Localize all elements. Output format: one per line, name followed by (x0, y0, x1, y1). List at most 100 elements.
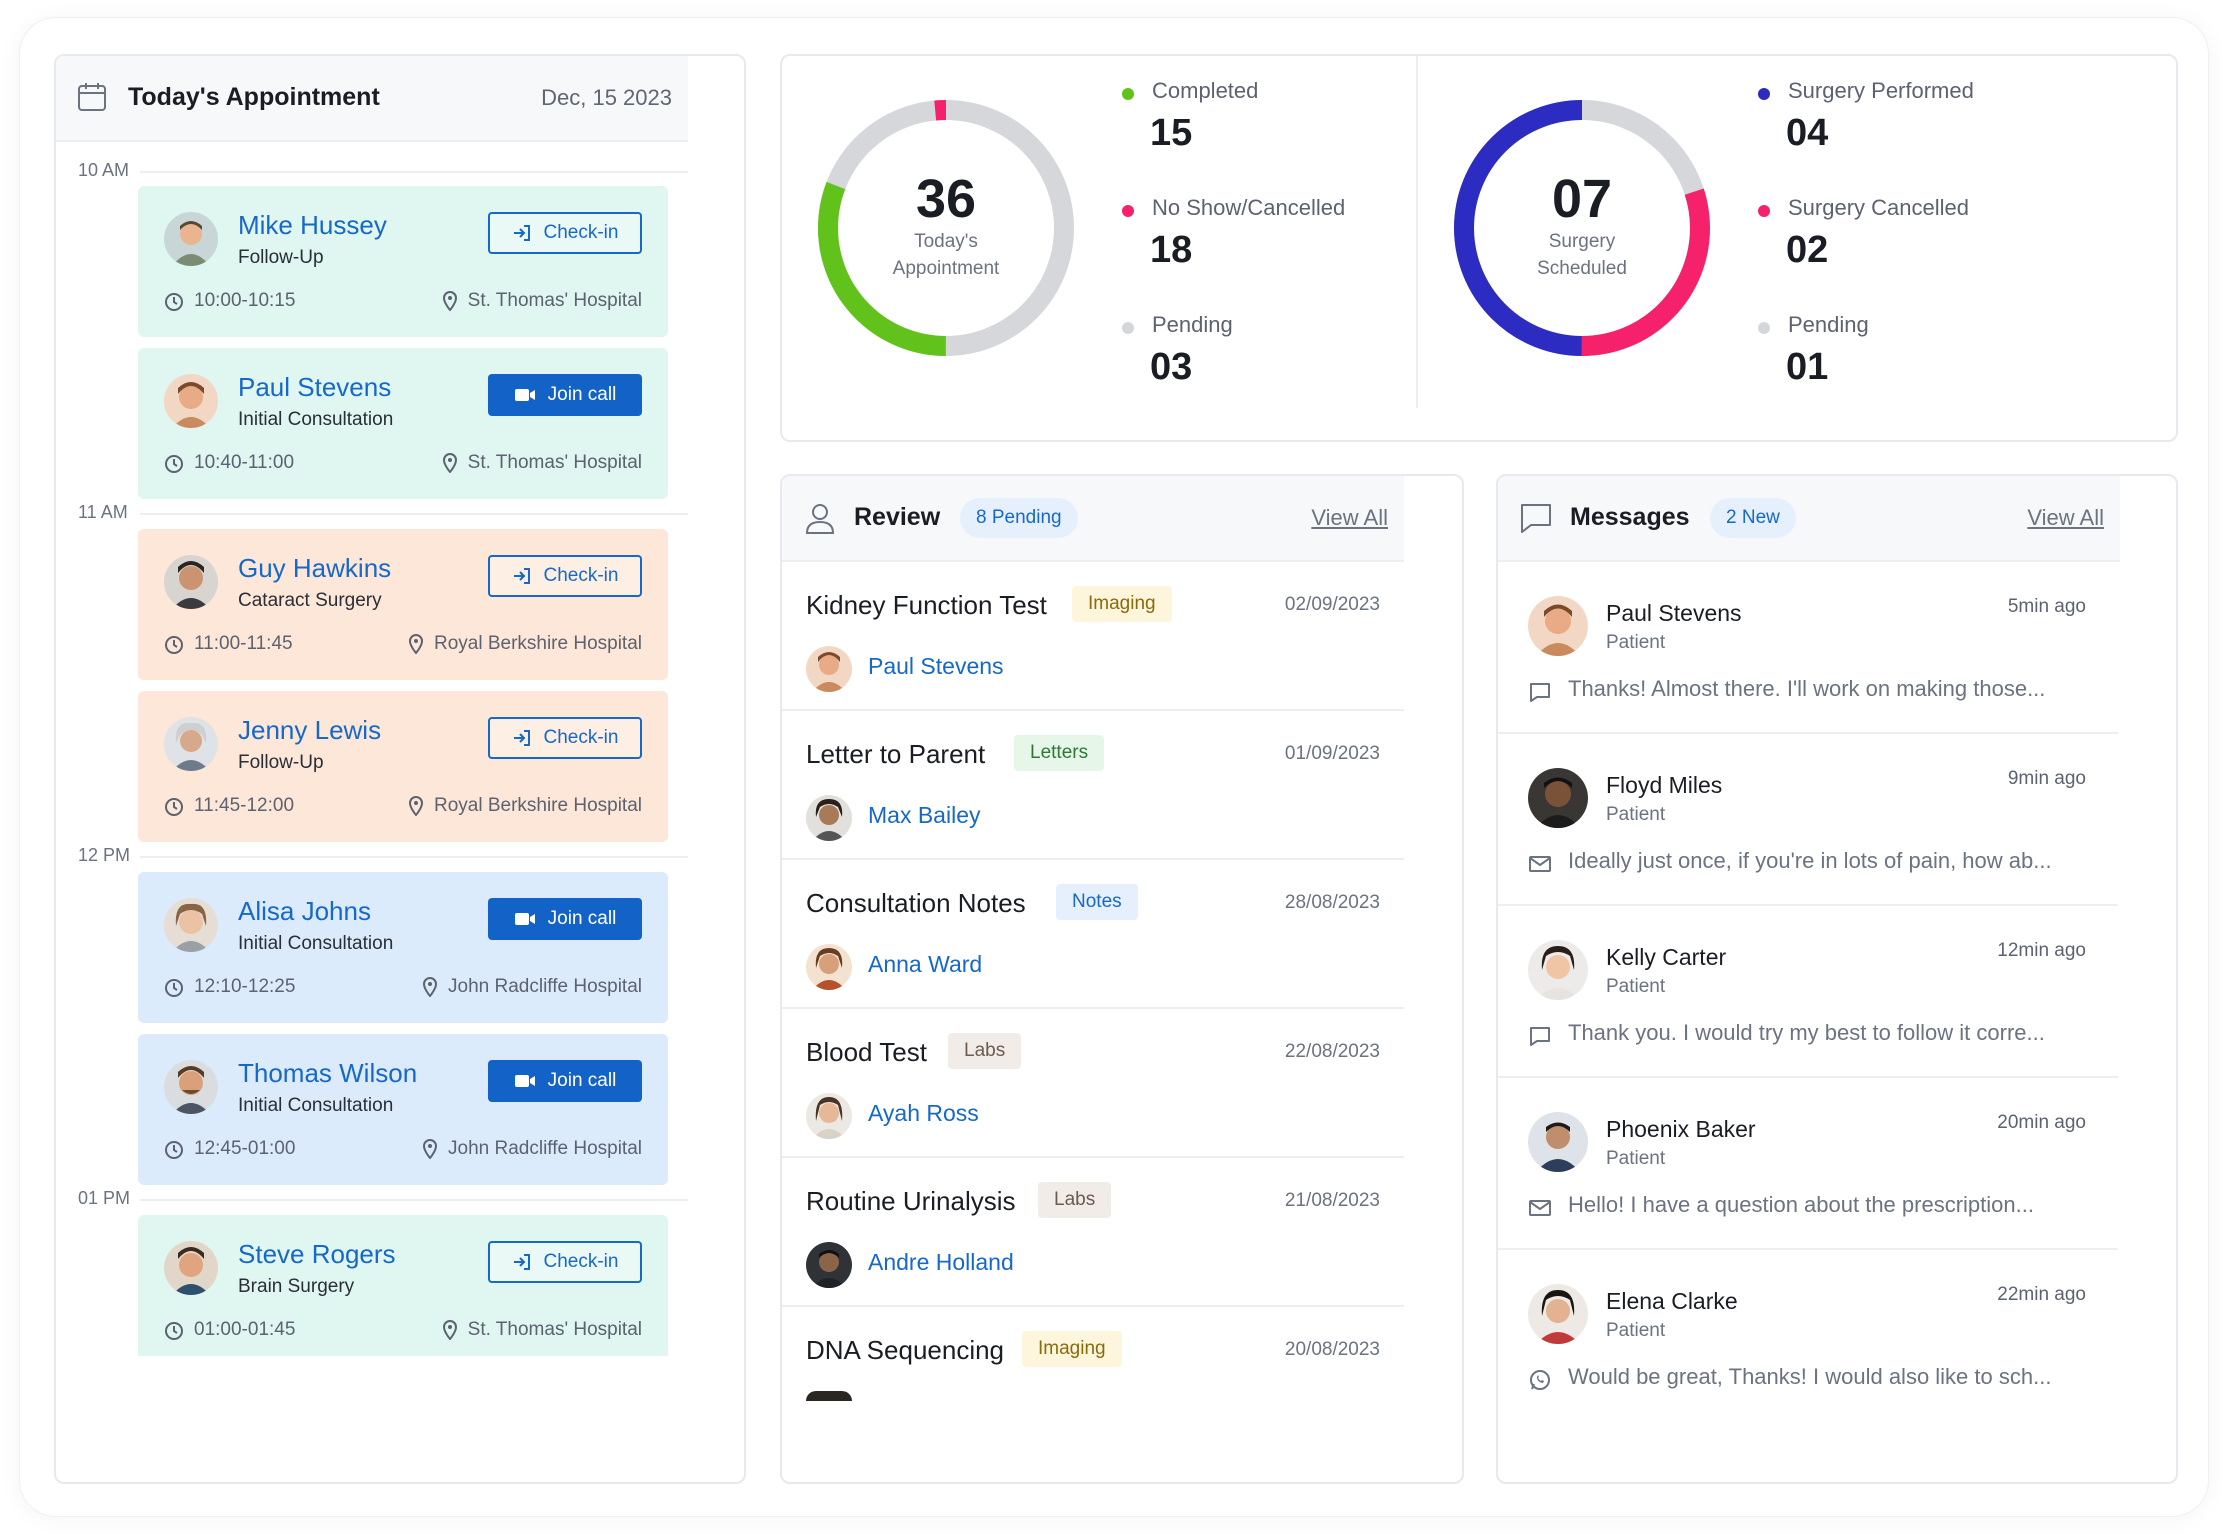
patient-name[interactable]: Guy Hawkins (238, 553, 392, 583)
message-item[interactable]: Phoenix Baker Patient 20min ago Hello! I… (1498, 1078, 2118, 1250)
appointment-type: Initial Consultation (238, 933, 394, 954)
patient-name[interactable]: Steve Rogers (238, 1239, 396, 1269)
review-item[interactable]: Letter to Parent Letters 01/09/2023 Max … (782, 711, 1404, 860)
message-time: 12min ago (1997, 940, 2086, 961)
time-label: 12 PM (78, 845, 131, 865)
legend-dot (1758, 322, 1770, 334)
surgery-total-label: Surgery Scheduled (1482, 228, 1682, 282)
review-header: Review 8 Pending View All (782, 476, 1404, 562)
time-label: 10 AM (78, 160, 130, 180)
location-pin-icon (442, 1320, 457, 1340)
message-time: 22min ago (1997, 1284, 2086, 1305)
legend-dot (1122, 322, 1134, 334)
location-pin-icon (423, 1139, 438, 1159)
join-call-label: Join call (547, 1070, 617, 1091)
review-patient-link[interactable]: Ayah Ross (868, 1100, 979, 1126)
check-in-label: Check-in (543, 1251, 619, 1272)
location-label: John Radcliffe Hospital (448, 976, 642, 997)
messages-panel: Messages 2 New View All Paul Stevens Pat… (1496, 474, 2178, 1484)
legend-dot (1758, 88, 1770, 100)
patient-name[interactable]: Paul Stevens (238, 372, 392, 402)
label-line: Surgery (1548, 231, 1616, 252)
avatar (806, 1242, 852, 1288)
review-date: 02/09/2023 (1284, 594, 1380, 615)
appointments-header: Today's Appointment Dec, 15 2023 (56, 56, 688, 142)
stats-panel: 36 Today's Appointment Completed 15 No Sho… (780, 54, 2178, 442)
appointment-location: John Radcliffe Hospital (422, 1138, 642, 1160)
location-pin-icon (408, 796, 423, 816)
check-in-button[interactable]: Check-in (488, 212, 642, 254)
label-line: Today's (914, 231, 978, 252)
avatar (1528, 940, 1588, 1000)
message-sender-role: Patient (1606, 632, 1666, 653)
surgery-total: 07 (1551, 169, 1613, 229)
legend-label: Completed (1152, 78, 1259, 103)
check-in-button[interactable]: Check-in (488, 555, 642, 597)
legend-dot (1122, 205, 1134, 217)
message-item[interactable]: Kelly Carter Patient 12min ago Thank you… (1498, 906, 2118, 1078)
review-patient-link[interactable]: Paul Stevens (868, 653, 1004, 679)
appointment-location: John Radcliffe Hospital (422, 976, 642, 998)
join-call-button[interactable]: Join call (488, 898, 642, 940)
review-patient-link[interactable]: Anna Ward (868, 951, 983, 977)
review-patient-link[interactable]: Max Bailey (868, 802, 981, 828)
patient-name[interactable]: Thomas Wilson (238, 1058, 418, 1088)
message-sender-role: Patient (1606, 1148, 1666, 1169)
appointment-type: Initial Consultation (238, 409, 394, 430)
patient-name[interactable]: Alisa Johns (238, 896, 371, 926)
location-pin-icon (408, 634, 423, 654)
join-call-button[interactable]: Join call (488, 1060, 642, 1102)
review-title-text: Consultation Notes (806, 888, 1026, 918)
message-sender-role: Patient (1606, 1320, 1666, 1341)
review-item[interactable]: Blood Test Labs 22/08/2023 Ayah Ross (782, 1009, 1404, 1158)
avatar (1528, 1112, 1588, 1172)
messages-view-all-link[interactable]: View All (2027, 505, 2104, 530)
appointment-card[interactable]: Paul Stevens Initial Consultation Join c… (138, 348, 668, 499)
message-item[interactable]: Floyd Miles Patient 9min ago Ideally jus… (1498, 734, 2118, 906)
check-in-label: Check-in (543, 565, 619, 586)
legend-label: No Show/Cancelled (1152, 195, 1346, 220)
appointment-card[interactable]: Alisa Johns Initial Consultation Join ca… (138, 872, 668, 1023)
appointments-date: Dec, 15 2023 (541, 85, 672, 110)
location-label: John Radcliffe Hospital (448, 1138, 642, 1159)
review-item[interactable]: Consultation Notes Notes 28/08/2023 Anna… (782, 860, 1404, 1009)
review-item[interactable]: Routine Urinalysis Labs 21/08/2023 Andre… (782, 1158, 1404, 1307)
message-item[interactable]: Elena Clarke Patient 22min ago Would be … (1498, 1250, 2118, 1422)
location-label: St. Thomas' Hospital (467, 290, 642, 311)
avatar (164, 555, 218, 609)
appointment-type: Brain Surgery (238, 1276, 355, 1297)
calendar-icon (78, 83, 106, 111)
review-item[interactable]: Kidney Function Test Imaging 02/09/2023 … (782, 562, 1404, 711)
message-item[interactable]: Paul Stevens Patient 5min ago Thanks! Al… (1498, 562, 2118, 734)
check-in-button[interactable]: Check-in (488, 1241, 642, 1283)
review-patient-link[interactable]: Andre Holland (868, 1249, 1014, 1275)
review-title-text: Blood Test (806, 1037, 927, 1067)
patient-name[interactable]: Mike Hussey (238, 210, 387, 240)
message-sender-role: Patient (1606, 976, 1666, 997)
review-item[interactable]: DNA Sequencing Imaging 20/08/2023 (782, 1307, 1404, 1456)
appointment-card[interactable]: Thomas Wilson Initial Consultation Join … (138, 1034, 668, 1185)
join-call-button[interactable]: Join call (488, 374, 642, 416)
appointment-card[interactable]: Guy Hawkins Cataract Surgery Check-in 11… (138, 529, 668, 680)
appointment-time: 10:00-10:15 (194, 290, 296, 311)
review-date: 22/08/2023 (1284, 1041, 1380, 1062)
appointment-card[interactable]: Steve Rogers Brain Surgery Check-in 01:0… (138, 1215, 668, 1356)
review-title-text: Letter to Parent (806, 739, 986, 769)
location-label: St. Thomas' Hospital (467, 452, 642, 473)
check-in-icon (513, 225, 530, 241)
messages-header: Messages 2 New View All (1498, 476, 2120, 562)
message-preview: Ideally just once, if you're in lots of … (1568, 848, 2052, 873)
review-view-all-link[interactable]: View All (1311, 505, 1388, 530)
time-divider (140, 1199, 688, 1201)
clock-icon (165, 1141, 183, 1159)
time-divider (140, 513, 688, 515)
join-call-label: Join call (547, 908, 617, 929)
review-tag: Imaging (1022, 1331, 1122, 1367)
check-in-button[interactable]: Check-in (488, 717, 642, 759)
appointment-card[interactable]: Mike Hussey Follow-Up Check-in 10:00-10:… (138, 186, 668, 337)
message-preview: Would be great, Thanks! I would also lik… (1568, 1364, 2052, 1389)
avatar (806, 944, 852, 990)
chat-icon (1530, 1027, 1550, 1046)
patient-name[interactable]: Jenny Lewis (238, 715, 382, 745)
appointment-card[interactable]: Jenny Lewis Follow-Up Check-in 11:45-12:… (138, 691, 668, 842)
